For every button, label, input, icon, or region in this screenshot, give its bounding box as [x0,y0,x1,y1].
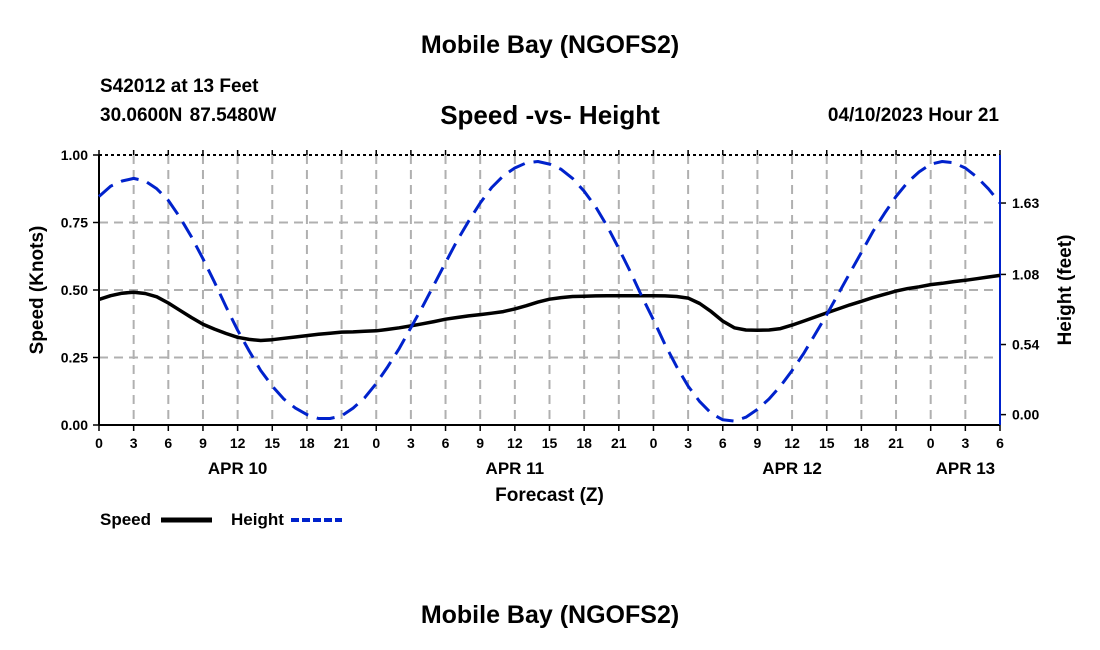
legend-speed-label: Speed [100,510,151,529]
speed-series-line [98,273,1001,343]
second-chart-title: Mobile Bay (NGOFS2) [420,601,680,629]
y2-tick-label: 1.08 [1012,266,1039,282]
y2-tick-label: 0.54 [1012,337,1039,353]
x-tick-label: 18 [299,435,315,451]
x-tick-label: 12 [230,435,246,451]
y2-axis-title: Height (feet) [1055,235,1076,346]
x-tick-label: 21 [611,435,627,451]
x-tick-label: 12 [784,435,800,451]
x-tick-label: 9 [199,435,207,451]
x-tick-label: 18 [576,435,592,451]
y-tick-label: 1.00 [61,147,88,163]
x-tick-label: 9 [476,435,484,451]
x-tick-label: 6 [442,435,450,451]
chart-subtitle: Speed -vs- Height [440,100,660,130]
station-label: S42012 at 13 Feet [100,76,259,97]
y-tick-label: 0.50 [61,282,88,298]
x-tick-label: 0 [927,435,935,451]
day-label: APR 13 [936,459,996,478]
forecast-datetime: 04/10/2023 Hour 21 [827,105,999,126]
x-tick-label: 6 [164,435,172,451]
y-axis-title: Speed (Knots) [27,226,48,355]
y-tick-label: 0.75 [61,215,88,231]
x-tick-label: 3 [130,435,138,451]
x-tick-label: 21 [888,435,904,451]
x-tick-label: 3 [407,435,415,451]
day-label: APR 11 [486,459,545,478]
x-tick-label: 9 [754,435,762,451]
x-tick-label: 18 [854,435,870,451]
x-tick-label: 3 [961,435,969,451]
x-tick-label: 0 [95,435,103,451]
x-tick-label: 6 [996,435,1004,451]
legend-height-label: Height [231,510,284,529]
height-series-line [98,160,1002,423]
x-tick-label: 15 [542,435,558,451]
chart-main-title: Mobile Bay (NGOFS2) [420,31,680,59]
y-tick-label: 0.25 [61,350,88,366]
day-label: APR 10 [208,459,268,478]
x-tick-label: 0 [650,435,658,451]
y-tick-label: 0.00 [61,417,88,433]
x-tick-label: 0 [372,435,380,451]
x-tick-label: 6 [719,435,727,451]
x-tick-label: 15 [264,435,280,451]
x-tick-label: 21 [334,435,350,451]
x-tick-label: 3 [684,435,692,451]
day-label: APR 12 [762,459,822,478]
x-tick-label: 15 [819,435,835,451]
x-axis-title: Forecast (Z) [495,485,604,506]
y2-tick-label: 1.63 [1012,195,1039,211]
x-tick-label: 12 [507,435,523,451]
y2-tick-label: 0.00 [1012,407,1039,423]
station-coordinates: 30.0600N 87.5480W [100,105,277,126]
